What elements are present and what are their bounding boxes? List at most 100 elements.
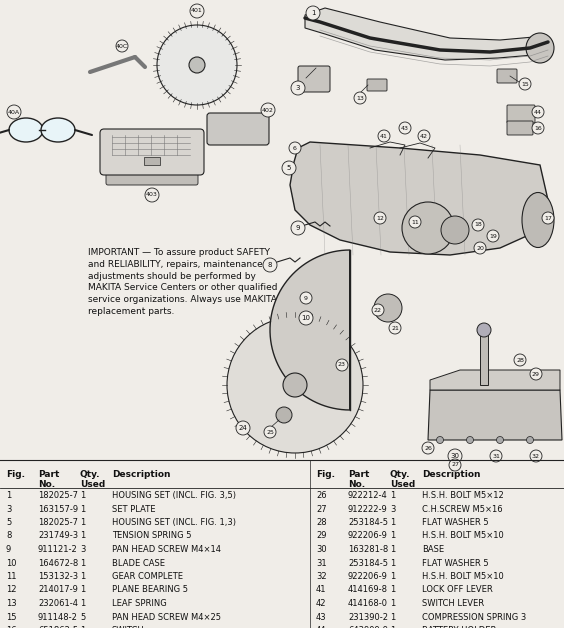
Text: HOUSING SET (INCL. FIG. 1,3): HOUSING SET (INCL. FIG. 1,3)	[112, 518, 236, 527]
Text: SET PLATE: SET PLATE	[112, 504, 156, 514]
Text: H.S.H. BOLT M5×10: H.S.H. BOLT M5×10	[422, 531, 504, 541]
Text: 41: 41	[316, 585, 327, 595]
Text: 10: 10	[6, 558, 16, 568]
Text: 5: 5	[80, 612, 85, 622]
Text: Qty.
Used: Qty. Used	[390, 470, 415, 489]
Circle shape	[306, 6, 320, 20]
FancyBboxPatch shape	[298, 66, 330, 92]
Text: 1: 1	[390, 518, 395, 527]
Text: 20: 20	[476, 246, 484, 251]
Circle shape	[263, 258, 277, 272]
Text: Fig.: Fig.	[316, 470, 335, 479]
Text: 1: 1	[390, 558, 395, 568]
Text: 40C: 40C	[116, 43, 128, 48]
Text: 253184-5: 253184-5	[348, 558, 388, 568]
Text: 182025-7: 182025-7	[38, 491, 78, 500]
Circle shape	[422, 442, 434, 454]
Text: 24: 24	[239, 425, 248, 431]
Circle shape	[496, 436, 504, 443]
Circle shape	[532, 122, 544, 134]
Polygon shape	[290, 142, 548, 255]
Circle shape	[283, 373, 307, 397]
Circle shape	[449, 459, 461, 471]
Text: 414169-8: 414169-8	[348, 585, 388, 595]
FancyBboxPatch shape	[367, 79, 387, 91]
Circle shape	[530, 368, 542, 380]
Text: 1: 1	[80, 518, 85, 527]
Circle shape	[116, 40, 128, 52]
Text: 41: 41	[380, 134, 388, 139]
Text: 32: 32	[316, 572, 327, 581]
Circle shape	[466, 436, 474, 443]
Text: BASE: BASE	[422, 545, 444, 554]
Circle shape	[374, 212, 386, 224]
Text: 23: 23	[338, 362, 346, 367]
Text: 28: 28	[516, 357, 524, 362]
Text: 27: 27	[316, 504, 327, 514]
Text: 1: 1	[311, 10, 315, 16]
Text: 42: 42	[420, 134, 428, 139]
Text: C.H.SCREW M5×16: C.H.SCREW M5×16	[422, 504, 503, 514]
Circle shape	[530, 450, 542, 462]
Circle shape	[532, 106, 544, 118]
Circle shape	[189, 57, 205, 73]
Text: 44: 44	[534, 109, 542, 114]
Text: 651862-5: 651862-5	[38, 626, 78, 628]
Text: 1: 1	[80, 626, 85, 628]
Circle shape	[389, 322, 401, 334]
Circle shape	[472, 219, 484, 231]
Text: 1: 1	[80, 558, 85, 568]
Text: 29: 29	[532, 372, 540, 377]
Text: BLADE CASE: BLADE CASE	[112, 558, 165, 568]
Text: 911121-2: 911121-2	[38, 545, 78, 554]
Text: 43: 43	[401, 126, 409, 131]
Text: 43: 43	[316, 612, 327, 622]
Text: 1: 1	[390, 626, 395, 628]
Text: 1: 1	[80, 531, 85, 541]
Circle shape	[418, 130, 430, 142]
Text: 13: 13	[6, 599, 16, 608]
Circle shape	[190, 4, 204, 18]
Text: 3: 3	[296, 85, 300, 91]
Text: 6: 6	[293, 146, 297, 151]
Circle shape	[448, 449, 462, 463]
Text: H.S.H. BOLT M5×12: H.S.H. BOLT M5×12	[422, 491, 504, 500]
Text: 27: 27	[451, 462, 459, 467]
Text: 8: 8	[268, 262, 272, 268]
Circle shape	[291, 221, 305, 235]
Circle shape	[399, 122, 411, 134]
Text: 231390-2: 231390-2	[348, 612, 388, 622]
Text: 163281-8: 163281-8	[348, 545, 388, 554]
Circle shape	[157, 25, 237, 105]
Polygon shape	[305, 8, 548, 60]
Text: 1: 1	[390, 612, 395, 622]
Text: FLAT WASHER 5: FLAT WASHER 5	[422, 558, 488, 568]
Circle shape	[374, 294, 402, 322]
Text: 11: 11	[6, 572, 16, 581]
Text: 17: 17	[544, 215, 552, 220]
Text: Description: Description	[422, 470, 481, 479]
Bar	[144, 157, 160, 165]
Text: 163157-9: 163157-9	[38, 504, 78, 514]
Circle shape	[490, 450, 502, 462]
Text: 3: 3	[6, 504, 11, 514]
Text: 9: 9	[304, 296, 308, 301]
Text: 19: 19	[489, 234, 497, 239]
Text: 922212-4: 922212-4	[348, 491, 388, 500]
Circle shape	[299, 311, 313, 325]
Text: 30: 30	[451, 453, 460, 459]
Text: 31: 31	[492, 453, 500, 458]
Text: 922206-9: 922206-9	[348, 572, 388, 581]
Text: 911148-2: 911148-2	[38, 612, 78, 622]
Text: 231749-3: 231749-3	[38, 531, 78, 541]
Text: 912222-9: 912222-9	[348, 504, 388, 514]
Ellipse shape	[9, 118, 43, 142]
Text: LOCK OFF LEVER: LOCK OFF LEVER	[422, 585, 493, 595]
Circle shape	[264, 426, 276, 438]
Text: 12: 12	[6, 585, 16, 595]
Text: 182025-7: 182025-7	[38, 518, 78, 527]
Text: Part
No.: Part No.	[38, 470, 59, 489]
Text: 8: 8	[6, 531, 11, 541]
FancyBboxPatch shape	[100, 129, 204, 175]
Text: COMPRESSION SPRING 3: COMPRESSION SPRING 3	[422, 612, 526, 622]
